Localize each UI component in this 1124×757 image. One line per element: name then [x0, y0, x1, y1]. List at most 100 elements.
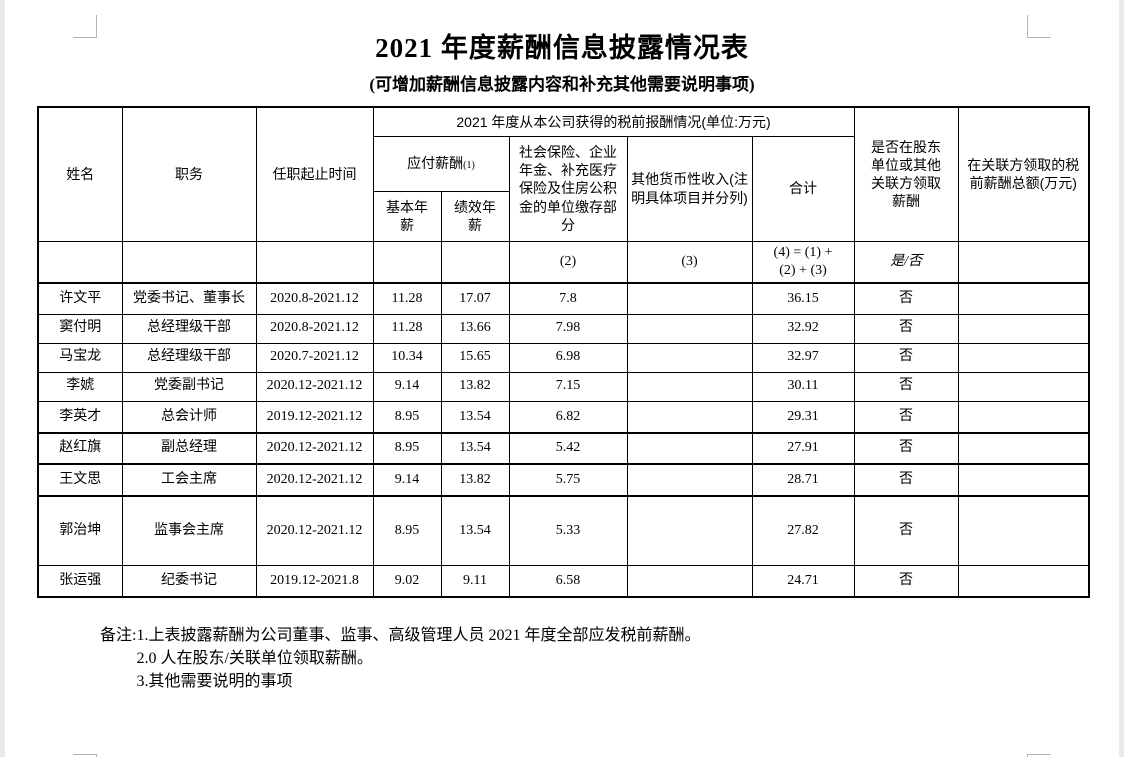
empty-cell	[37, 240, 123, 284]
cell-perf: 13.54	[440, 400, 510, 434]
cell-perf: 13.82	[440, 463, 510, 497]
page-edge-left	[0, 0, 5, 757]
cell-related	[957, 564, 1090, 598]
cell-perf: 17.07	[440, 282, 510, 315]
cell-flag: 否	[853, 564, 959, 598]
table-row: 张运强 纪委书记 2019.12-2021.8 9.02 9.11 6.58 2…	[37, 564, 1090, 598]
cell-total: 27.91	[751, 432, 855, 465]
cell-name: 窦付明	[37, 313, 123, 344]
cell-total: 28.71	[751, 463, 855, 497]
header-cell-perf-salary: 绩效年薪	[440, 190, 510, 242]
cell-position: 副总经理	[121, 432, 257, 465]
cell-perf: 13.54	[440, 495, 510, 566]
header-cell-social-insurance: 社会保险、企业年金、补充医疗保险及住房公积金的单位缴存部分	[508, 135, 628, 242]
cell-total: 30.11	[751, 371, 855, 402]
cell-other	[626, 564, 753, 598]
cell-other	[626, 400, 753, 434]
header-cell-related-amount: 在关联方领取的税前薪酬总额(万元)	[957, 106, 1090, 242]
header-cell-payable: 应付薪酬(1)	[372, 135, 510, 192]
notes-items: 1.上表披露薪酬为公司董事、监事、高级管理人员 2021 年度全部应发税前薪酬。…	[136, 624, 700, 693]
cell-flag: 否	[853, 400, 959, 434]
header-row-numbering: (2) (3) (4) = (1) + (2) + (3) 是/否	[37, 240, 1090, 284]
table-row: 许文平 党委书记、董事长 2020.8-2021.12 11.28 17.07 …	[37, 282, 1090, 315]
header-cell-total: 合计	[751, 135, 855, 242]
notes-label: 备注:	[100, 627, 137, 644]
header-cell-related-flag: 是否在股东单位或其他关联方领取薪酬	[853, 106, 959, 242]
cell-related	[957, 400, 1090, 434]
empty-cell	[372, 240, 442, 284]
page-subtitle: (可增加薪酬信息披露内容和补充其他需要说明事项)	[369, 75, 755, 94]
cell-social: 5.75	[508, 463, 628, 497]
cell-perf: 13.54	[440, 432, 510, 465]
cell-flag: 否	[853, 371, 959, 402]
cell-base: 8.95	[372, 432, 442, 465]
cell-base: 8.95	[372, 495, 442, 566]
cell-flag: 否	[853, 313, 959, 344]
cell-flag: 否	[853, 495, 959, 566]
note-item: 2.0 人在股东/关联单位领取薪酬。	[136, 650, 373, 667]
header-cell-base-salary: 基本年薪	[372, 190, 442, 242]
cell-flag: 否	[853, 342, 959, 373]
cell-social: 6.82	[508, 400, 628, 434]
cell-position: 党委书记、董事长	[121, 282, 257, 315]
cell-position: 总会计师	[121, 400, 257, 434]
table-row: 李英才 总会计师 2019.12-2021.12 8.95 13.54 6.82…	[37, 400, 1090, 434]
header-cell-other-income: 其他货币性收入(注明具体项目并分列)	[626, 135, 753, 242]
payable-label: 应付薪酬	[407, 155, 464, 172]
cell-social: 6.98	[508, 342, 628, 373]
payable-sup: (1)	[463, 160, 475, 172]
cell-position: 总经理级干部	[121, 313, 257, 344]
header-row-sub-salary: 基本年薪 绩效年薪	[38, 190, 1089, 242]
note-item: 3.其他需要说明的事项	[136, 673, 293, 690]
cell-social: 6.58	[508, 564, 628, 598]
cell-total: 32.97	[751, 342, 855, 373]
page-title: 2021 年度薪酬信息披露情况表	[375, 33, 749, 63]
subheader-cell-2: (2)	[508, 240, 628, 284]
cell-other	[626, 495, 753, 566]
cell-perf: 15.65	[440, 342, 510, 373]
cell-related	[957, 371, 1090, 402]
table-row: 王文思 工会主席 2020.12-2021.12 9.14 13.82 5.75…	[37, 463, 1090, 497]
cell-tenure: 2020.7-2021.12	[255, 342, 374, 373]
header-cell-position: 职务	[121, 106, 257, 242]
cell-flag: 否	[853, 432, 959, 465]
note-item: 1.上表披露薪酬为公司董事、监事、高级管理人员 2021 年度全部应发税前薪酬。	[136, 627, 701, 644]
cell-related	[957, 495, 1090, 566]
cell-other	[626, 313, 753, 344]
cell-related	[957, 432, 1090, 465]
cell-tenure: 2020.12-2021.12	[255, 463, 374, 497]
cell-base: 11.28	[372, 282, 442, 315]
cell-perf: 13.82	[440, 371, 510, 402]
table-row: 李婋 党委副书记 2020.12-2021.12 9.14 13.82 7.15…	[37, 371, 1090, 402]
cell-flag: 否	[853, 463, 959, 497]
cell-perf: 13.66	[440, 313, 510, 344]
header-cell-pretax-span: 2021 年度从本公司获得的税前报酬情况(单位:万元)	[372, 106, 855, 137]
table-row: 郭治坤 监事会主席 2020.12-2021.12 8.95 13.54 5.3…	[37, 495, 1090, 566]
cell-flag: 否	[853, 282, 959, 315]
salary-disclosure-table: 姓名 职务 任职起止时间 2021 年度从本公司获得的税前报酬情况(单位:万元)…	[37, 106, 1091, 598]
cell-other	[626, 371, 753, 402]
cell-related	[957, 463, 1090, 497]
cell-tenure: 2020.8-2021.12	[255, 313, 374, 344]
cell-base: 10.34	[372, 342, 442, 373]
subheader-cell-formula: (4) = (1) + (2) + (3)	[751, 240, 855, 284]
cell-name: 王文思	[37, 463, 123, 497]
cell-total: 36.15	[751, 282, 855, 315]
margin-corner-mark-bottom-right	[1027, 754, 1051, 757]
cell-social: 7.15	[508, 371, 628, 402]
cell-social: 5.33	[508, 495, 628, 566]
cell-name: 李英才	[37, 400, 123, 434]
cell-name: 张运强	[37, 564, 123, 598]
cell-tenure: 2020.12-2021.12	[255, 495, 374, 566]
cell-base: 9.14	[372, 371, 442, 402]
subheader-cell-3: (3)	[626, 240, 753, 284]
empty-cell	[121, 240, 257, 284]
header-cell-tenure: 任职起止时间	[255, 106, 374, 242]
cell-base: 9.02	[372, 564, 442, 598]
cell-tenure: 2019.12-2021.8	[255, 564, 374, 598]
cell-tenure: 2019.12-2021.12	[255, 400, 374, 434]
table-row: 马宝龙 总经理级干部 2020.7-2021.12 10.34 15.65 6.…	[37, 342, 1090, 373]
empty-cell	[957, 240, 1090, 284]
cell-base: 9.14	[372, 463, 442, 497]
cell-related	[957, 282, 1090, 315]
